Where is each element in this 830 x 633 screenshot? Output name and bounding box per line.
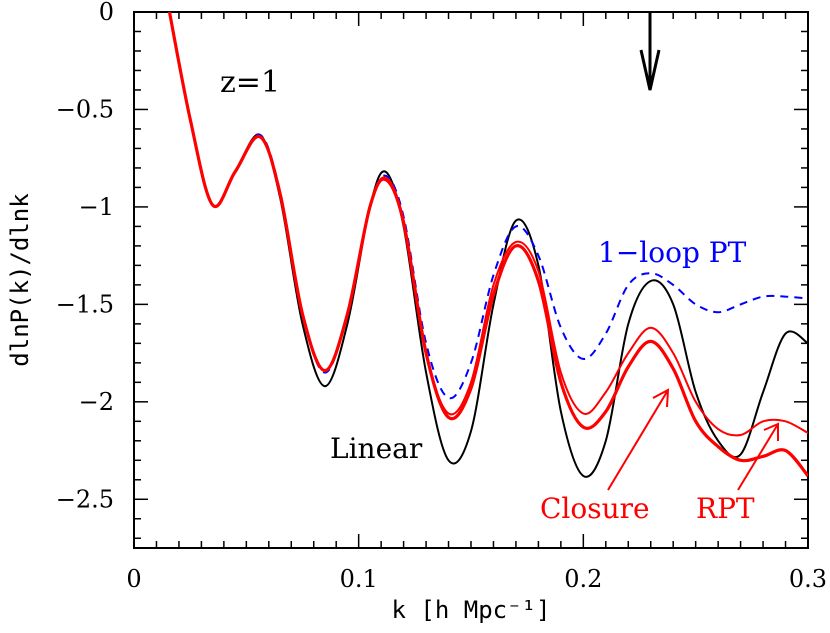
series-label-linear: Linear	[330, 432, 423, 465]
series-label-closure: Closure	[540, 492, 650, 525]
x-tick-label: 0.3	[789, 565, 827, 593]
closure-pointer-arrow	[607, 388, 670, 491]
rpt-pointer-arrow	[737, 422, 779, 491]
y-tick-label: −2.5	[56, 485, 114, 513]
tick-marks	[133, 11, 809, 548]
down-arrow-icon	[639, 12, 661, 91]
y-tick-label: −1	[79, 193, 114, 221]
x-tick-label: 0.1	[340, 565, 378, 593]
y-tick-label: 0	[99, 0, 114, 26]
series-lines	[167, 12, 808, 478]
x-tick-label: 0	[126, 565, 141, 593]
y-tick-label: −0.5	[56, 95, 114, 123]
x-tick-label: 0.2	[564, 565, 602, 593]
series-label-rpt: RPT	[696, 492, 755, 525]
series-label-1-loop-pt: 1−loop PT	[598, 236, 747, 269]
redshift-annotation: z=1	[220, 65, 280, 100]
y-axis-title: dlnP(k)/dlnk	[6, 193, 34, 367]
series-line-closure	[167, 12, 808, 477]
y-tick-label: −1.5	[56, 290, 114, 318]
y-tick-label: −2	[79, 388, 114, 416]
x-axis-title: k [h Mpc⁻¹]	[392, 596, 551, 624]
series-line-1-loop-pt	[168, 12, 808, 400]
tick-labels: 0 0.1 0.2 0.3 0 −0.5 −1 −1.5 −2 −2.5	[56, 0, 827, 593]
